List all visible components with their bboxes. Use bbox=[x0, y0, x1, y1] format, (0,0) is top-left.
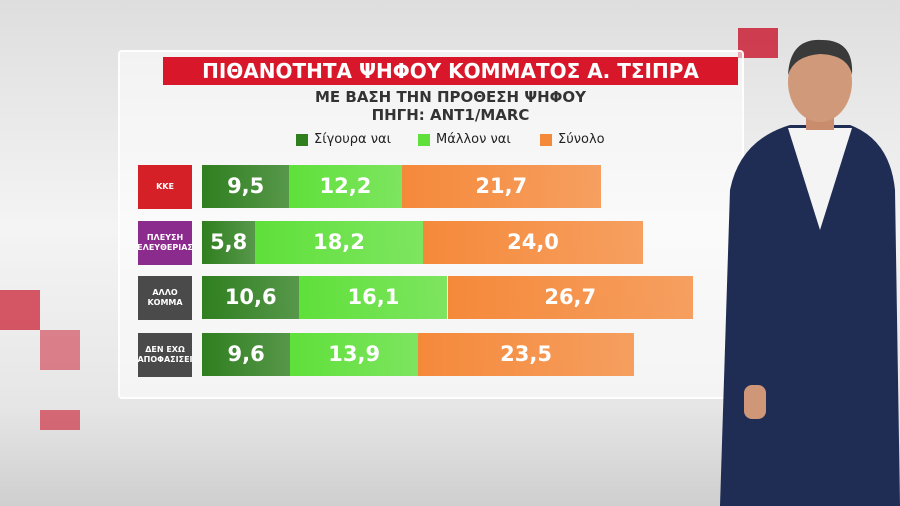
legend-swatch bbox=[418, 133, 430, 146]
decor bbox=[40, 410, 80, 430]
value-label: 16,1 bbox=[347, 285, 400, 309]
value-label: 13,9 bbox=[328, 342, 381, 366]
legend-item: Σίγουρα ναι bbox=[296, 132, 391, 147]
decor bbox=[0, 290, 40, 330]
value-label: 5,8 bbox=[210, 230, 248, 254]
legend-swatch bbox=[540, 133, 552, 146]
bar-segment bbox=[202, 221, 256, 264]
value-label: 23,5 bbox=[500, 342, 552, 366]
bar-segment bbox=[202, 165, 290, 208]
bar-segment bbox=[290, 333, 419, 376]
bar-segment bbox=[202, 333, 291, 376]
title: ΠΙΘΑΝΟΤΗΤΑ ΨΗΦΟΥ ΚΟΜΜΑΤΟΣ Α. ΤΣΙΠΡΑ bbox=[163, 57, 738, 85]
presenter bbox=[720, 39, 900, 506]
decor bbox=[738, 28, 778, 58]
bar-segment bbox=[447, 276, 693, 319]
bar-segment bbox=[418, 333, 635, 376]
legend-swatch bbox=[296, 133, 308, 146]
bar-segment bbox=[422, 221, 644, 264]
bar-segment bbox=[255, 221, 423, 264]
category-label: ΠΛΕΥΣΗ ΕΛΕΥΘΕΡΙΑΣ bbox=[137, 221, 193, 265]
value-label: 21,7 bbox=[475, 174, 528, 198]
value-label: 9,6 bbox=[227, 342, 265, 366]
value-label: 10,6 bbox=[224, 285, 277, 309]
value-label: 24,0 bbox=[507, 230, 559, 254]
value-label: 12,2 bbox=[319, 174, 372, 198]
category-label: ΚΚΕ bbox=[138, 165, 192, 209]
legend-label: Σίγουρα ναι bbox=[314, 132, 391, 147]
legend-label: Σύνολο bbox=[558, 132, 605, 147]
category-label: ΑΛΛΟ ΚΟΜΜΑ bbox=[138, 276, 192, 320]
value-label: 9,5 bbox=[227, 174, 265, 198]
bar-segment bbox=[202, 276, 300, 319]
bar-segment bbox=[289, 165, 402, 208]
value-label: 26,7 bbox=[544, 285, 597, 309]
category-label: ΔΕΝ ΕΧΩ ΑΠΟΦΑΣΙΣΕΙ bbox=[137, 333, 193, 377]
value-label: 18,2 bbox=[313, 230, 365, 254]
decor bbox=[40, 330, 80, 370]
bar-segment bbox=[299, 276, 448, 319]
legend-item: Σύνολο bbox=[540, 132, 605, 147]
legend-item: Μάλλον ναι bbox=[418, 132, 511, 147]
subtitle: ΜΕ ΒΑΣΗ ΤΗΝ ΠΡΟΘΕΣΗ ΨΗΦΟΥ bbox=[314, 88, 586, 106]
legend-label: Μάλλον ναι bbox=[436, 132, 511, 147]
source: ΠΗΓΗ: ANT1/MARC bbox=[371, 106, 530, 124]
bar-segment bbox=[401, 165, 602, 208]
